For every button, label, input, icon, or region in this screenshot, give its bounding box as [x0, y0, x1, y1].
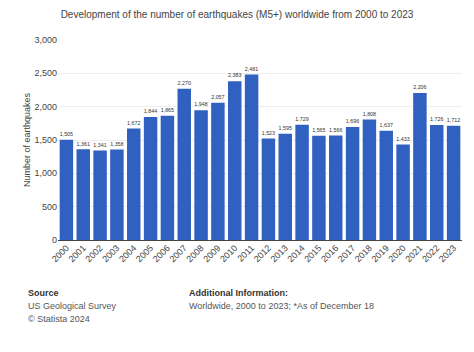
svg-text:2015: 2015 [302, 243, 323, 264]
svg-text:2020: 2020 [386, 243, 407, 264]
svg-text:Source: Source [28, 288, 59, 298]
svg-text:US Geological Survey: US Geological Survey [28, 301, 117, 311]
svg-text:1,358: 1,358 [110, 141, 123, 147]
svg-text:1,523: 1,523 [262, 130, 275, 136]
svg-text:2,206: 2,206 [413, 84, 426, 90]
svg-text:© Statista 2024: © Statista 2024 [28, 314, 90, 324]
svg-text:2002: 2002 [83, 243, 104, 264]
svg-text:2,481: 2,481 [245, 66, 258, 72]
svg-text:Additional Information:: Additional Information: [189, 288, 288, 298]
svg-text:2013: 2013 [269, 243, 290, 264]
svg-text:2007: 2007 [168, 243, 189, 264]
svg-text:1,729: 1,729 [295, 116, 308, 122]
svg-text:1,341: 1,341 [93, 142, 106, 148]
svg-text:2008: 2008 [184, 243, 205, 264]
svg-text:2011: 2011 [235, 243, 256, 264]
svg-text:1,565: 1,565 [312, 127, 325, 133]
svg-text:2006: 2006 [151, 243, 172, 264]
svg-text:2,000: 2,000 [34, 102, 57, 112]
svg-text:1,948: 1,948 [194, 101, 207, 107]
svg-text:1,500: 1,500 [34, 135, 57, 145]
svg-text:2,270: 2,270 [178, 80, 191, 86]
svg-text:1,672: 1,672 [127, 120, 140, 126]
svg-text:1,844: 1,844 [144, 108, 157, 114]
svg-text:2,383: 2,383 [228, 72, 241, 78]
svg-text:2021: 2021 [403, 243, 424, 264]
svg-text:2003: 2003 [100, 243, 121, 264]
svg-text:2017: 2017 [336, 243, 357, 264]
svg-text:1,505: 1,505 [60, 131, 73, 137]
svg-text:1,808: 1,808 [363, 111, 376, 117]
svg-text:2019: 2019 [370, 243, 391, 264]
svg-text:1,865: 1,865 [161, 107, 174, 113]
svg-text:2014: 2014 [285, 243, 306, 264]
svg-text:2000: 2000 [50, 243, 71, 264]
svg-text:500: 500 [42, 202, 57, 212]
svg-text:2009: 2009 [201, 243, 222, 264]
svg-text:2016: 2016 [319, 243, 340, 264]
svg-text:1,712: 1,712 [447, 117, 460, 123]
svg-text:2018: 2018 [353, 243, 374, 264]
svg-text:2,057: 2,057 [211, 94, 224, 100]
svg-text:1,433: 1,433 [396, 136, 409, 142]
svg-text:2004: 2004 [117, 243, 138, 264]
svg-text:3,000: 3,000 [34, 35, 57, 45]
svg-text:1,361: 1,361 [77, 141, 90, 147]
svg-text:1,726: 1,726 [430, 116, 443, 122]
svg-text:Number of earthquakes: Number of earthquakes [22, 92, 32, 187]
svg-text:2001: 2001 [67, 243, 88, 264]
svg-text:1,595: 1,595 [279, 125, 292, 131]
svg-text:2012: 2012 [252, 243, 273, 264]
svg-text:1,000: 1,000 [34, 168, 57, 178]
svg-text:Worldwide, 2000 to 2023; *As o: Worldwide, 2000 to 2023; *As of December… [189, 301, 374, 311]
svg-text:2022: 2022 [420, 243, 441, 264]
svg-text:1,566: 1,566 [329, 127, 342, 133]
svg-text:2005: 2005 [134, 243, 155, 264]
svg-text:2,500: 2,500 [34, 68, 57, 78]
svg-text:2023: 2023 [437, 243, 458, 264]
svg-text:1,696: 1,696 [346, 118, 359, 124]
svg-text:Development of the number of e: Development of the number of earthquakes… [61, 9, 414, 20]
svg-text:0: 0 [52, 235, 57, 245]
svg-text:2010: 2010 [218, 243, 239, 264]
svg-text:1,637: 1,637 [380, 122, 393, 128]
